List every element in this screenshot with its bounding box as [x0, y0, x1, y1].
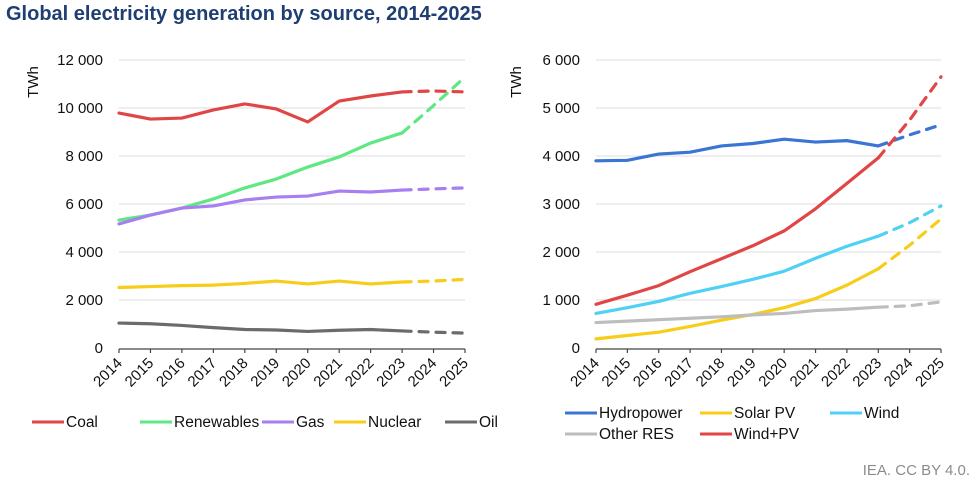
- source-credit: IEA. CC BY 4.0.: [862, 462, 970, 479]
- series-gas-line: [117, 188, 404, 226]
- y-tick-label: 1 000: [542, 292, 580, 309]
- legend-label-solar-pv: Solar PV: [734, 405, 796, 422]
- x-tick-label: 2014: [567, 355, 603, 391]
- series-gas-projection: [400, 186, 467, 192]
- series-solar-pv-projection: [876, 217, 943, 271]
- y-tick-label: 5 000: [542, 100, 580, 117]
- series-solar-pv-line: [594, 267, 880, 341]
- y-tick-label: 2 000: [542, 244, 580, 261]
- series-renewables-line: [117, 131, 404, 222]
- x-tick-label: 2017: [185, 355, 221, 391]
- series-oil-line: [117, 321, 404, 334]
- y-tick-label: 2 000: [65, 292, 103, 309]
- x-tick-label: 2021: [310, 355, 346, 391]
- series-hydropower-line: [594, 137, 880, 163]
- x-tick-label: 2025: [912, 355, 948, 391]
- x-tick-label: 2019: [247, 355, 283, 391]
- x-tick-label: 2024: [881, 355, 917, 391]
- series-wind-line: [594, 234, 880, 316]
- y-tick-label: 4 000: [65, 244, 103, 261]
- series-renewables-projection: [400, 75, 467, 135]
- x-tick-label: 2019: [724, 355, 760, 391]
- series-wind-projection: [876, 204, 943, 238]
- chart-title: Global electricity generation by source,…: [6, 3, 482, 25]
- chart-left-generation-by-source: 0 2 000 4 000 6 000 8 000 10 000 12 000 TWh 2014…: [25, 52, 498, 431]
- x-tick-label: 2017: [661, 355, 697, 391]
- series-nuclear-line: [117, 279, 404, 290]
- y-tick-label: 8 000: [65, 148, 103, 165]
- series-other-res-projection: [876, 300, 943, 309]
- y-axis-label: TWh: [508, 66, 525, 98]
- series-wind-pv-projection: [876, 75, 943, 160]
- x-tick-label: 2016: [630, 355, 666, 391]
- x-tick-label: 2023: [849, 355, 885, 391]
- series-oil-projection: [400, 329, 467, 335]
- x-tick-label: 2023: [373, 355, 409, 391]
- x-tick-label: 2014: [90, 355, 126, 391]
- legend-label-renewables: Renewables: [174, 414, 260, 431]
- x-tick-label: 2016: [153, 355, 189, 391]
- legend-label-nuclear: Nuclear: [368, 414, 421, 431]
- x-tick-label: 2022: [818, 355, 854, 391]
- legend-label-coal: Coal: [66, 414, 98, 431]
- y-tick-label: 4 000: [542, 148, 580, 165]
- y-tick-label: 10 000: [57, 100, 103, 117]
- x-tick-label: 2015: [599, 355, 635, 391]
- x-tick-label: 2020: [279, 355, 315, 391]
- x-tick-label: 2015: [122, 355, 158, 391]
- series-coal-line: [117, 90, 404, 124]
- y-tick-label: 6 000: [65, 196, 103, 213]
- y-tick-label: 3 000: [542, 196, 580, 213]
- legend-label-hydropower: Hydropower: [599, 405, 683, 422]
- x-tick-label: 2018: [693, 355, 729, 391]
- x-tick-label: 2024: [405, 355, 441, 391]
- series-other-res-line: [594, 305, 880, 325]
- legend-label-wind: Wind: [864, 405, 899, 422]
- series-hydropower-projection: [876, 123, 943, 148]
- y-tick-label: 0: [572, 340, 580, 357]
- y-axis-label: TWh: [25, 66, 42, 98]
- series-nuclear-projection: [400, 277, 467, 284]
- x-tick-label: 2018: [216, 355, 252, 391]
- x-tick-label: 2020: [755, 355, 791, 391]
- series-wind-pv-line: [594, 156, 880, 306]
- x-tick-label: 2025: [436, 355, 472, 391]
- legend-label-gas: Gas: [296, 414, 325, 431]
- y-tick-label: 12 000: [57, 52, 103, 69]
- legend-label-other-res: Other RES: [599, 426, 674, 443]
- legend-label-oil: Oil: [479, 414, 498, 431]
- series-coal-projection: [400, 89, 467, 94]
- y-tick-label: 6 000: [542, 52, 580, 69]
- x-tick-label: 2022: [342, 355, 378, 391]
- x-tick-label: 2021: [787, 355, 823, 391]
- y-tick-label: 0: [95, 340, 103, 357]
- legend-label-wind-pv: Wind+PV: [734, 426, 800, 443]
